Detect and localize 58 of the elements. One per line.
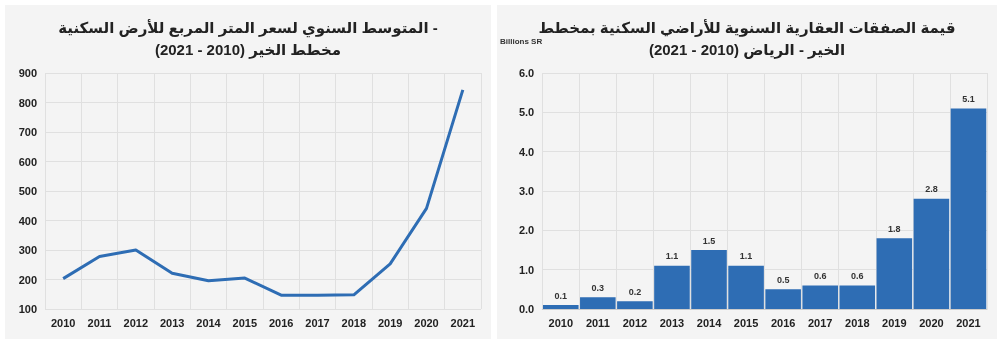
bar <box>876 238 913 309</box>
x-tick-label: 2019 <box>882 316 907 329</box>
x-tick-label: 2014 <box>696 316 723 329</box>
data-label: 5.1 <box>962 93 975 104</box>
x-tick-label: 2018 <box>845 316 870 329</box>
data-label: 0.1 <box>554 290 568 301</box>
y-tick-label: 4.0 <box>518 145 535 158</box>
y-tick-label: 800 <box>18 96 37 109</box>
y-tick-label: 3.0 <box>518 185 535 197</box>
data-label: 1.5 <box>702 235 716 246</box>
x-tick-label: 2010 <box>548 316 573 329</box>
x-tick-label: 2013 <box>659 316 685 329</box>
x-tick-label: 2011 <box>585 316 610 329</box>
data-label: 0.2 <box>628 286 642 297</box>
data-label: 1.8 <box>888 223 901 234</box>
y-tick-label: 500 <box>18 185 37 197</box>
y-axis-title: Billions SR <box>499 36 543 46</box>
y-tick-label: 100 <box>18 303 37 315</box>
x-tick-label: 2017 <box>305 316 330 329</box>
y-tick-label: 0.0 <box>518 303 535 315</box>
x-tick-label: 2021 <box>450 316 476 329</box>
x-tick-label: 2010 <box>50 316 76 329</box>
x-tick-label: 2015 <box>232 316 258 329</box>
x-tick-label: 2019 <box>377 316 403 329</box>
x-tick-label: 2016 <box>770 316 796 329</box>
data-label: 2.8 <box>925 184 938 195</box>
x-tick-label: 2014 <box>196 316 222 329</box>
x-tick-label: 2015 <box>733 316 759 329</box>
x-tick-label: 2021 <box>956 316 981 329</box>
y-tick-label: 700 <box>18 126 37 138</box>
y-tick-label: 400 <box>18 214 37 227</box>
y-tick-label: 5.0 <box>518 106 535 119</box>
y-tick-label: 1.0 <box>518 263 535 276</box>
bar <box>913 198 950 309</box>
data-label: 1.1 <box>665 251 679 262</box>
chart-title: المتوسط السنوي لسعر المتر المربع للأرض السكنية - مخطط الخير (2010 - 2021) <box>58 18 438 59</box>
data-label: 0.6 <box>851 270 864 281</box>
line-series <box>61 88 465 297</box>
data-label: 0.6 <box>813 270 827 281</box>
x-tick-label: 2013 <box>159 316 185 329</box>
y-tick-label: 2.0 <box>518 224 535 237</box>
y-tick-label: 6.0 <box>518 67 535 79</box>
x-tick-label: 2017 <box>807 316 833 329</box>
data-label: 0.5 <box>776 274 790 285</box>
y-tick-label: 200 <box>18 273 37 286</box>
x-tick-label: 2018 <box>341 316 367 329</box>
x-tick-label: 2011 <box>87 316 112 329</box>
bar <box>950 108 987 309</box>
x-tick-label: 2016 <box>268 316 294 329</box>
x-tick-label: 2020 <box>919 316 944 329</box>
x-tick-label: 2012 <box>622 316 648 329</box>
x-tick-label: 2020 <box>414 316 439 329</box>
y-tick-label: 300 <box>18 244 37 256</box>
y-tick-label: 600 <box>18 155 37 168</box>
x-tick-label: 2012 <box>123 316 149 329</box>
data-label: 1.1 <box>739 251 753 262</box>
data-label: 0.3 <box>591 282 605 293</box>
y-tick-label: 900 <box>18 67 37 79</box>
